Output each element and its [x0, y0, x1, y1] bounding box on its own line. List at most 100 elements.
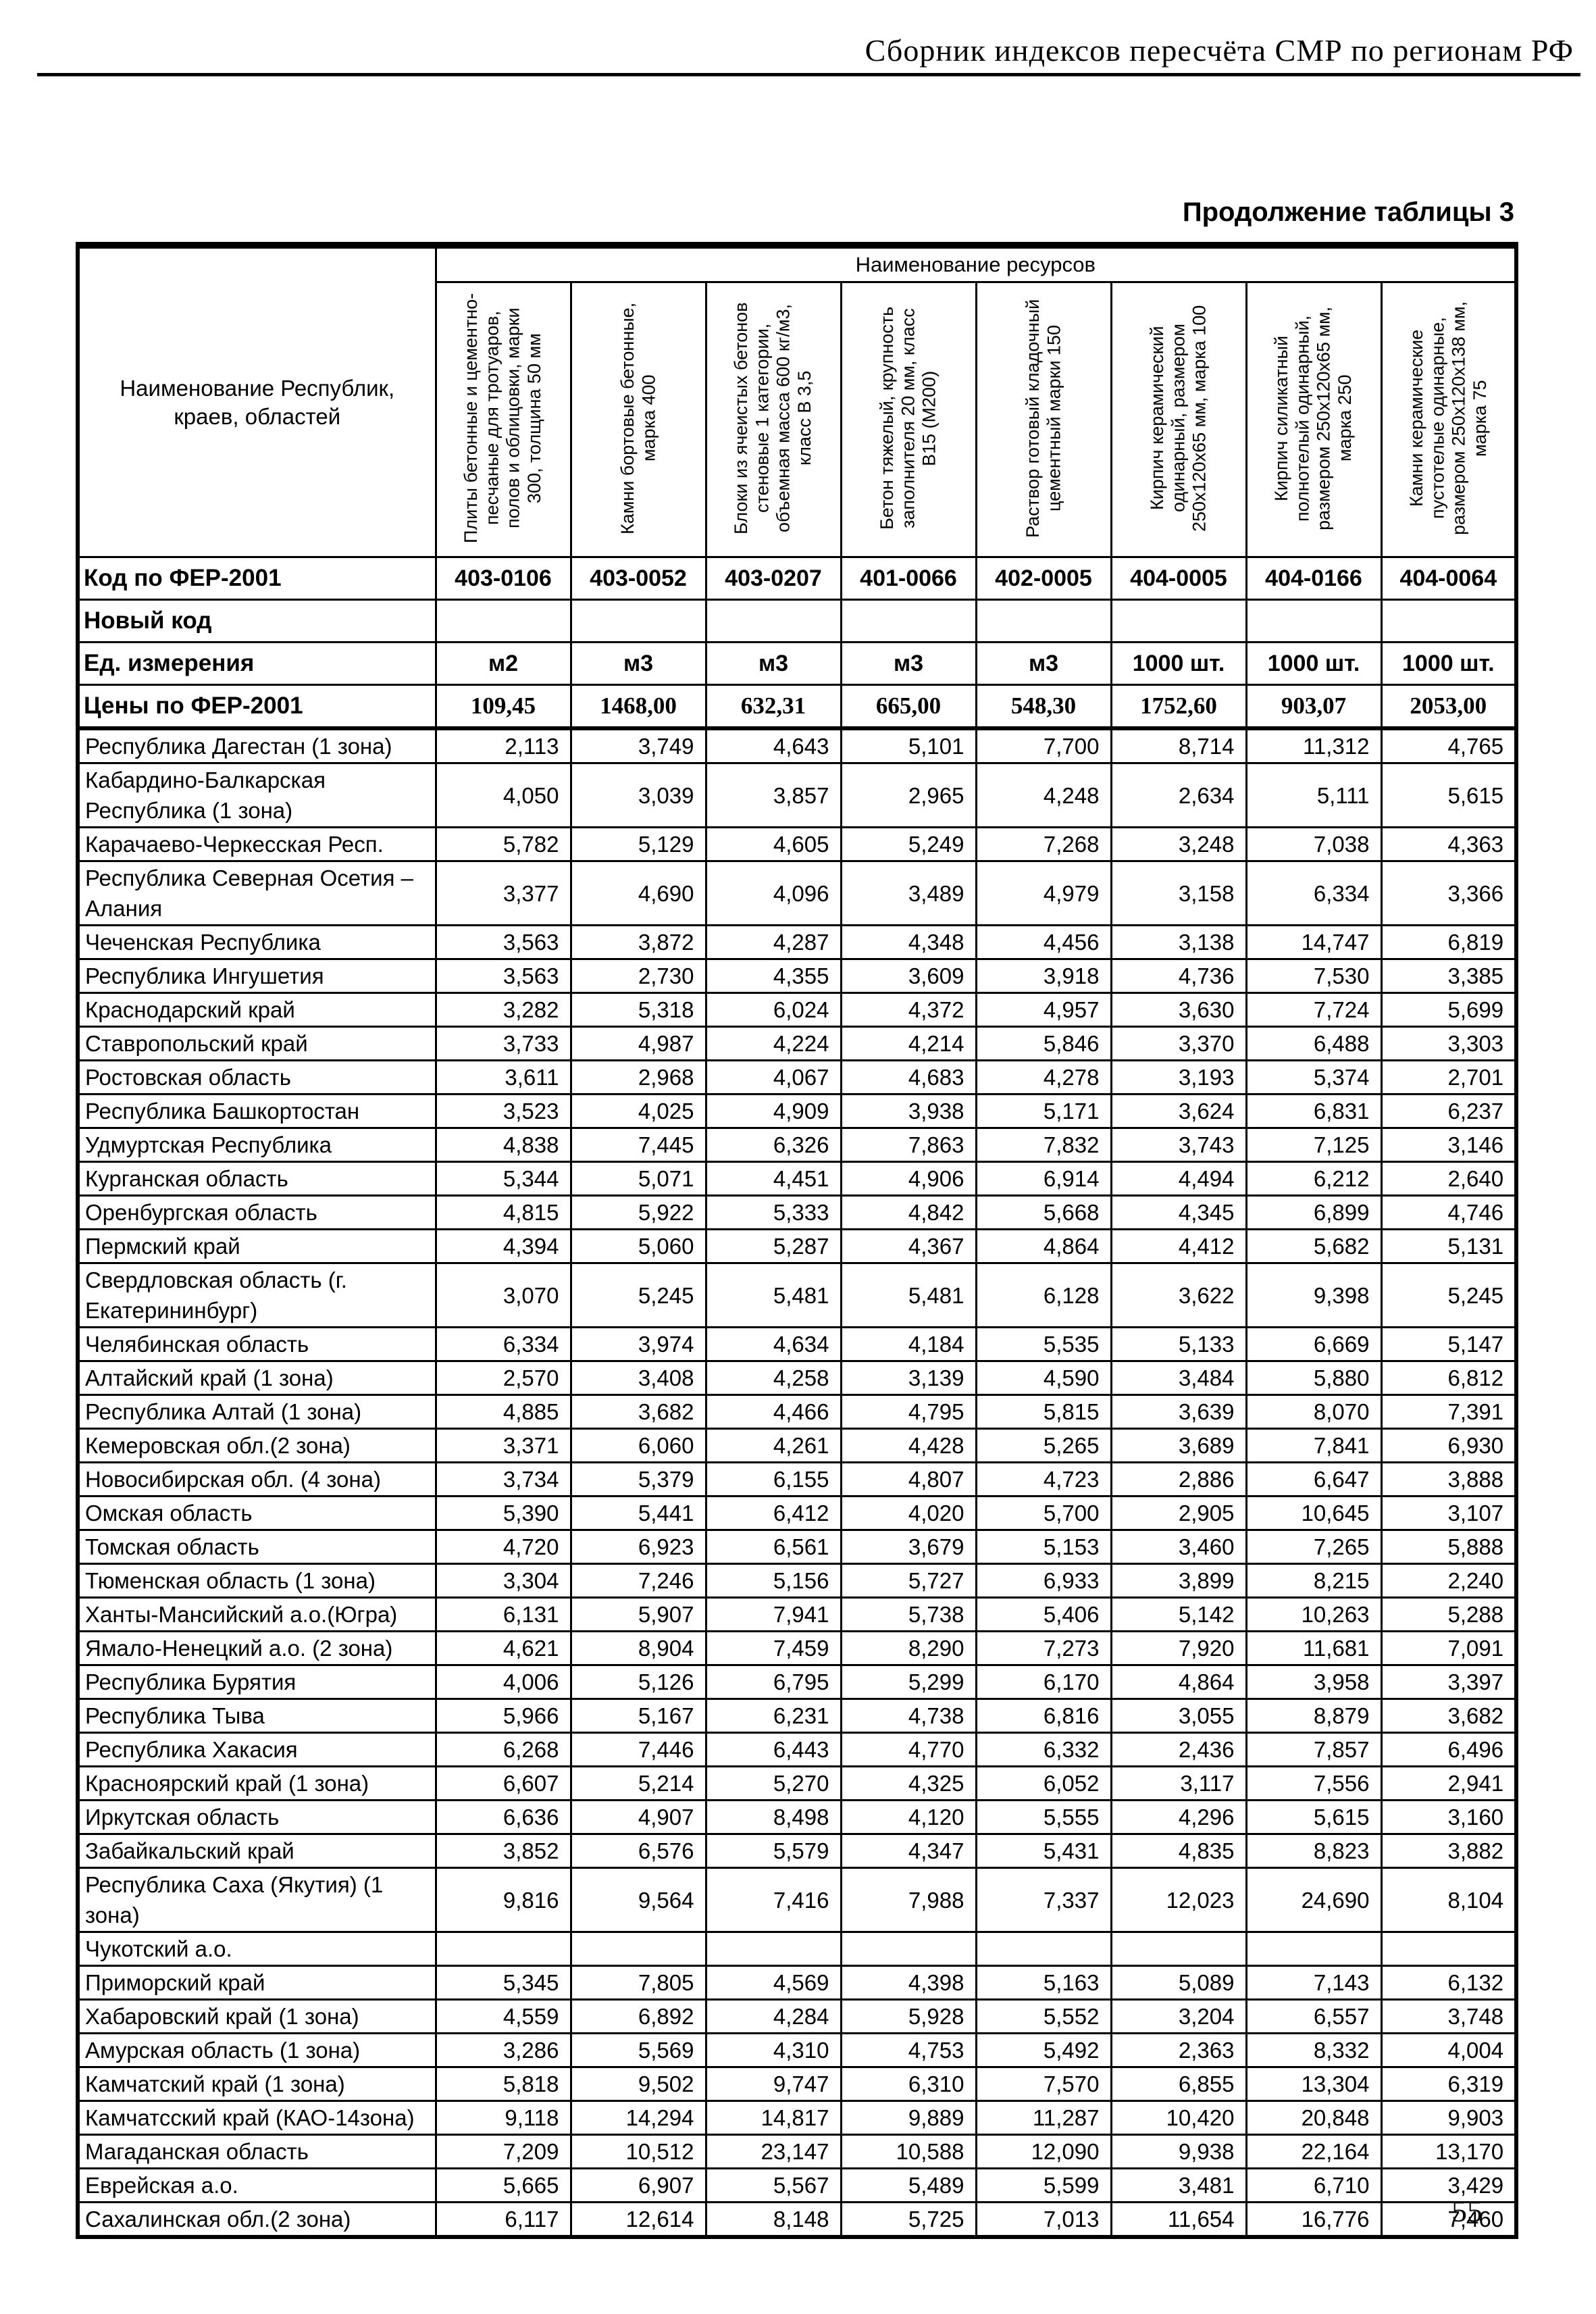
region-row: Пермский край 4,394 5,060 5,287 4,367 4,864 4,… [76, 1228, 1518, 1264]
index-value-cell: 4,020 [840, 1495, 977, 1531]
index-value-cell: 3,429 [1380, 2167, 1518, 2203]
index-value-cell: 3,679 [840, 1529, 977, 1565]
index-value-cell: 4,025 [569, 1093, 707, 1129]
index-value-cell: 5,555 [975, 1799, 1112, 1835]
index-value-cell: 4,770 [840, 1732, 977, 1767]
index-value-cell: 6,557 [1245, 1998, 1383, 2034]
region-row: Чеченская Республика 3,563 3,872 4,287 4,348… [76, 924, 1518, 960]
resource-column-header-text: Камни бортовые бетонные, марка 400 [617, 301, 659, 534]
region-name-cell: Республика Хакасия [76, 1732, 437, 1767]
meta-value-cell: 401-0066 [840, 556, 977, 601]
index-value-cell: 4,979 [975, 860, 1112, 926]
index-value-cell: 3,563 [434, 958, 572, 994]
index-value-cell: 6,488 [1245, 1026, 1383, 1061]
index-value-cell: 4,184 [840, 1326, 977, 1362]
index-value-cell: 13,304 [1245, 2066, 1383, 2102]
region-name-cell: Ямало-Ненецкий а.о. (2 зона) [76, 1630, 437, 1666]
index-value-cell: 3,107 [1380, 1495, 1518, 1531]
meta-value-cell [704, 599, 842, 643]
index-value-cell: 10,645 [1245, 1495, 1383, 1531]
meta-value-cell [569, 599, 707, 643]
region-name-cell: Новосибирская обл. (4 зона) [76, 1461, 437, 1497]
index-value-cell: 6,443 [704, 1732, 842, 1767]
index-value-cell: 12,090 [975, 2134, 1112, 2169]
meta-value-cell: м2 [434, 641, 572, 686]
index-value-cell: 4,494 [1110, 1161, 1247, 1197]
index-value-cell: 4,634 [704, 1326, 842, 1362]
index-value-cell: 3,938 [840, 1093, 977, 1129]
index-value-cell: 5,699 [1380, 992, 1518, 1028]
region-row: Республика Бурятия 4,006 5,126 6,795 5,299 6,… [76, 1664, 1518, 1700]
index-value-cell: 7,857 [1245, 1732, 1383, 1767]
meta-row-label: Цены по ФЕР-2001 [76, 684, 437, 730]
page-number: 55 [1451, 2194, 1483, 2228]
index-value-cell: 6,710 [1245, 2167, 1383, 2203]
index-value-cell: 3,611 [434, 1059, 572, 1095]
index-value-cell: 8,714 [1110, 727, 1247, 764]
meta-row: Новый код [76, 599, 1518, 643]
index-value-cell [1110, 1931, 1247, 1967]
index-value-cell: 8,215 [1245, 1563, 1383, 1599]
index-value-cell: 7,920 [1110, 1630, 1247, 1666]
index-value-cell: 6,669 [1245, 1326, 1383, 1362]
index-value-cell: 4,559 [434, 1998, 572, 2034]
index-value-cell: 3,523 [434, 1093, 572, 1129]
index-value-cell: 9,398 [1245, 1262, 1383, 1328]
index-value-cell: 6,647 [1245, 1461, 1383, 1497]
index-value-cell: 14,817 [704, 2100, 842, 2136]
region-row: Республика Северная Осетия – Алания 3,377… [76, 860, 1518, 926]
index-value-cell: 4,807 [840, 1461, 977, 1497]
index-value-cell: 3,918 [975, 958, 1112, 994]
index-value-cell: 5,846 [975, 1026, 1112, 1061]
index-value-cell: 7,391 [1380, 1394, 1518, 1430]
meta-value-cell: 403-0207 [704, 556, 842, 601]
document-header-title: Сборник индексов пересчёта СМР по регион… [865, 33, 1574, 68]
region-row: Иркутская область 6,636 4,907 8,498 4,120 5,5… [76, 1799, 1518, 1835]
region-row: Приморский край 5,345 7,805 4,569 4,398 5,163… [76, 1965, 1518, 2001]
index-value-cell: 6,892 [569, 1998, 707, 2034]
index-value-cell: 5,489 [840, 2167, 977, 2203]
index-value-cell: 7,724 [1245, 992, 1383, 1028]
index-value-cell: 3,371 [434, 1428, 572, 1463]
index-value-cell: 5,249 [840, 826, 977, 862]
index-value-cell: 7,268 [975, 826, 1112, 862]
region-name-cell: Кемеровская обл.(2 зона) [76, 1428, 437, 1463]
index-value-cell: 10,588 [840, 2134, 977, 2169]
index-value-cell: 3,366 [1380, 860, 1518, 926]
index-value-cell: 7,246 [569, 1563, 707, 1599]
region-row: Челябинская область 6,334 3,974 4,634 4,184 5… [76, 1326, 1518, 1362]
region-name-cell: Удмуртская Республика [76, 1127, 437, 1163]
index-value-cell: 3,748 [1380, 1998, 1518, 2034]
index-value-cell: 2,436 [1110, 1732, 1247, 1767]
region-row: Республика Башкортостан 3,523 4,025 4,909 3,… [76, 1093, 1518, 1129]
index-value-cell: 4,621 [434, 1630, 572, 1666]
index-value-cell: 5,567 [704, 2167, 842, 2203]
index-value-cell: 3,852 [434, 1833, 572, 1869]
index-value-cell: 6,907 [569, 2167, 707, 2203]
index-value-cell: 7,988 [840, 1867, 977, 1933]
meta-row: Код по ФЕР-2001 403-0106 403-0052 403-0207 4… [76, 556, 1518, 601]
meta-value-cell: 403-0052 [569, 556, 707, 601]
index-value-cell: 6,412 [704, 1495, 842, 1531]
meta-value-cell: 403-0106 [434, 556, 572, 601]
index-value-cell: 5,171 [975, 1093, 1112, 1129]
meta-value-cell: м3 [975, 641, 1112, 686]
index-value-cell [1245, 1931, 1383, 1967]
index-value-cell: 5,922 [569, 1194, 707, 1230]
index-value-cell: 3,204 [1110, 1998, 1247, 2034]
resource-column-header: Камни бортовые бетонные, марка 400 [569, 281, 707, 558]
region-name-cell: Тюменская область (1 зона) [76, 1563, 437, 1599]
region-name-cell: Республика Ингушетия [76, 958, 437, 994]
region-row: Ростовская область 3,611 2,968 4,067 4,683 4,… [76, 1059, 1518, 1095]
index-value-cell: 5,089 [1110, 1965, 1247, 2001]
resources-group-header: Наименование ресурсов [434, 244, 1518, 283]
resource-column-header-text: Бетон тяжелый, крупность заполнителя 20 … [877, 306, 939, 530]
index-value-cell: 4,720 [434, 1529, 572, 1565]
region-name-cell: Магаданская область [76, 2134, 437, 2169]
index-value-cell: 4,907 [569, 1799, 707, 1835]
region-row: Республика Ингушетия 3,563 2,730 4,355 3,609… [76, 958, 1518, 994]
region-row: Кемеровская обл.(2 зона) 3,371 6,060 4,261 4… [76, 1428, 1518, 1463]
index-value-cell: 5,738 [840, 1596, 977, 1632]
index-value-cell: 5,818 [434, 2066, 572, 2102]
